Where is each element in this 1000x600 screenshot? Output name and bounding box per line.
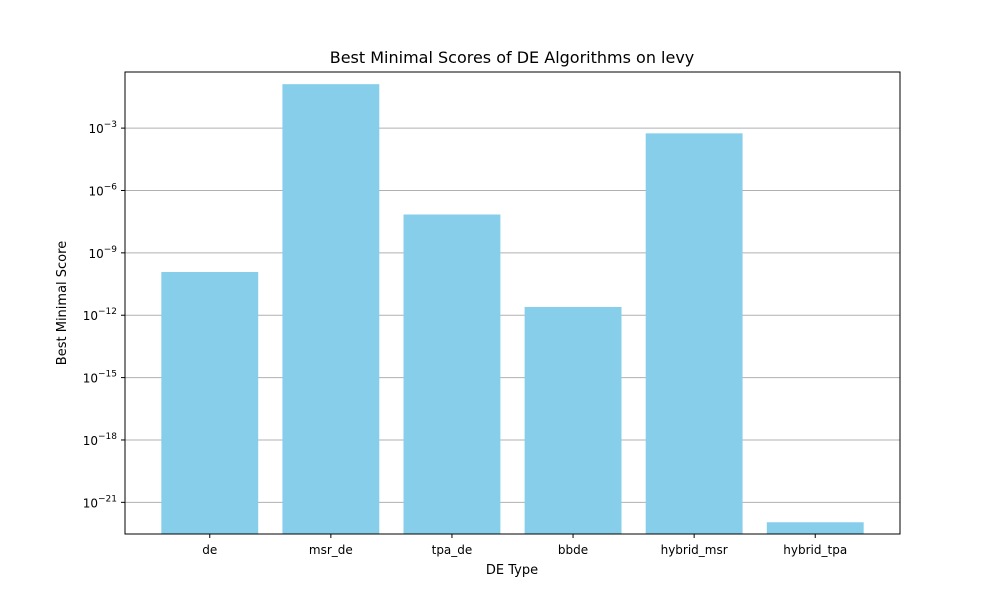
x-tick-label: bbde — [558, 543, 588, 557]
y-tick-label: 10−3 — [88, 120, 117, 136]
bar-hybrid-msr — [645, 133, 743, 535]
x-tick-label: tpa_de — [432, 543, 473, 557]
y-tick-label: 10−18 — [83, 432, 118, 448]
plot-frame — [124, 71, 901, 535]
bar-msr-de — [282, 84, 380, 535]
y-tick-label: 10−15 — [83, 370, 117, 386]
x-tick-label: hybrid_tpa — [783, 543, 847, 557]
x-axis-label: DE Type — [486, 563, 538, 578]
y-tick-label: 10−6 — [88, 182, 117, 198]
x-tick-label: hybrid_msr — [661, 543, 728, 557]
ticks: 10−21 10−18 10−15 10−12 10−9 10−6 10−3 de msr_de… — [83, 120, 847, 557]
y-tick-label: 10−12 — [83, 307, 117, 323]
x-tick-label: de — [202, 543, 217, 557]
bars — [161, 84, 864, 535]
bar-de — [161, 271, 259, 534]
bar-bbde — [524, 306, 622, 534]
y-axis-label: Best Minimal Score — [55, 241, 70, 365]
x-tick-label: msr_de — [309, 543, 353, 557]
bar-hybrid-tpa — [766, 522, 864, 534]
bar-tpa-de — [403, 214, 501, 535]
chart-title: Best Minimal Scores of DE Algorithms on … — [330, 48, 695, 67]
y-tick-label: 10−9 — [88, 245, 117, 261]
y-tick-label: 10−21 — [83, 494, 117, 510]
